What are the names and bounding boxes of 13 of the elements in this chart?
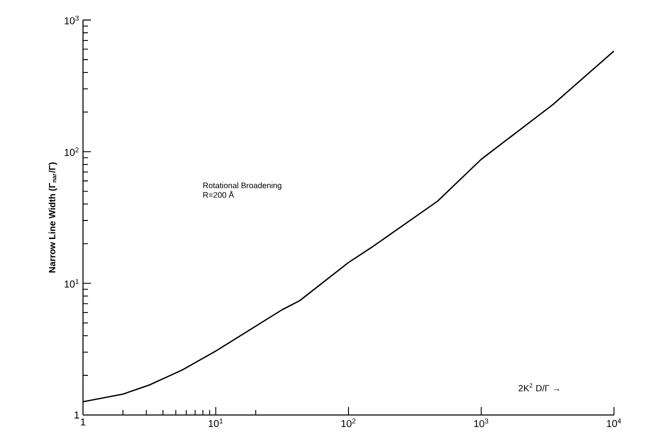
y-tick-label: 10$^{3}$	[64, 16, 79, 24]
annotation: R=200 Å	[203, 190, 234, 198]
annotation: Rotational Broadening	[203, 182, 282, 190]
x-tick-label: 10$^{1}$	[208, 418, 223, 428]
x-tick-label: 10$^{4}$	[607, 418, 622, 428]
x-tick-label: 1	[80, 418, 86, 426]
x-axis-title: 2K$^{2}$ D/Γ →	[518, 383, 560, 392]
y-axis-title: Narrow Line Width (Γ$_{nar}$/Γ)	[48, 162, 58, 272]
y-tick-label: 10$^{2}$	[64, 147, 79, 156]
y-tick-label: 1	[74, 412, 79, 418]
x-tick-label: 10$^{3}$	[474, 418, 488, 428]
x-tick-label: 10$^{2}$	[342, 418, 356, 428]
y-tick-label: 10$^{1}$	[64, 279, 79, 288]
